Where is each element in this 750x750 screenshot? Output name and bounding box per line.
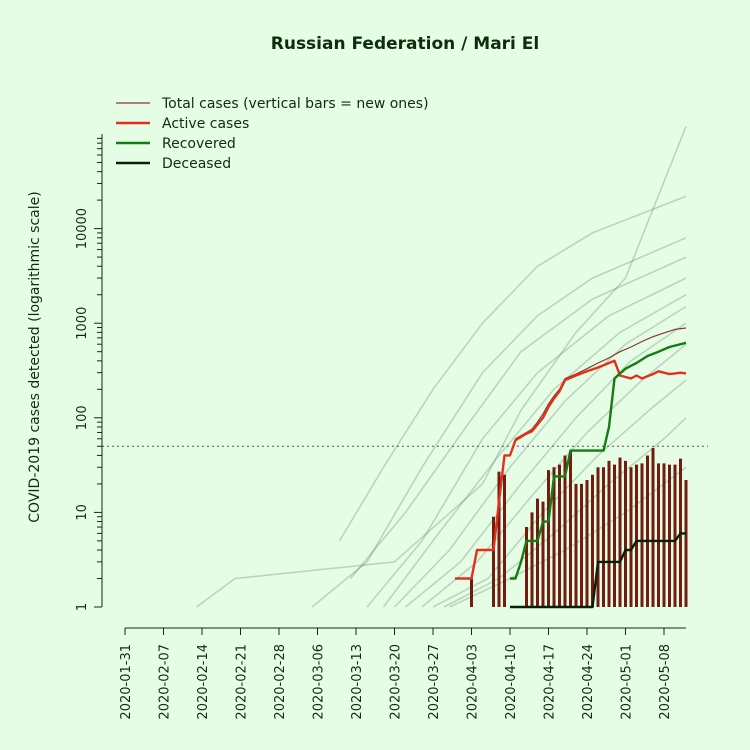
- background-regions: [196, 126, 687, 608]
- legend-label: Deceased: [162, 156, 231, 172]
- legend: Total cases (vertical bars = new ones) Ac…: [116, 96, 429, 172]
- series-lines: [455, 327, 687, 609]
- x-tick-label: 2020-02-28: [273, 644, 288, 720]
- background-region-line: [349, 256, 687, 580]
- x-tick-label: 2020-03-13: [350, 644, 365, 720]
- x-tick-label: 2020-03-20: [389, 644, 404, 720]
- series-line-recovered: [510, 341, 687, 580]
- x-tick-label: 2020-03-06: [312, 644, 327, 720]
- background-region-line: [421, 343, 687, 608]
- background-region-line: [196, 126, 687, 608]
- legend-label: Recovered: [162, 136, 236, 152]
- y-tick-label: 1: [75, 603, 90, 611]
- y-tick-label: 100: [75, 405, 90, 430]
- legend-label: Active cases: [162, 116, 249, 132]
- x-tick-label: 2020-05-01: [620, 644, 635, 720]
- series-line-active: [455, 359, 687, 580]
- background-region-line: [311, 237, 687, 608]
- x-tick-label: 2020-05-08: [658, 644, 673, 720]
- background-region-line: [393, 305, 687, 608]
- x-tick-label: 2020-04-17: [543, 644, 558, 720]
- chart-title: Russian Federation / Mari El: [271, 34, 540, 54]
- x-tick-label: 2020-04-03: [466, 644, 481, 720]
- y-axis: 1 10 100 1000 10000: [75, 134, 103, 611]
- x-tick-label: 2020-04-10: [504, 644, 519, 720]
- x-tick-label: 2020-03-27: [427, 644, 442, 720]
- y-tick-label: 1000: [75, 307, 90, 340]
- y-tick-label: 10000: [75, 208, 90, 249]
- y-axis-label: COVID-2019 cases detected (logarithmic s…: [27, 191, 43, 522]
- x-axis: 2020-01-31 2020-02-07 2020-02-14 2020-02-21…: [119, 627, 686, 720]
- series-line-deceased: [510, 532, 686, 609]
- legend-label: Total cases (vertical bars = new ones): [161, 96, 429, 112]
- x-tick-label: 2020-02-07: [158, 644, 173, 720]
- background-region-line: [338, 195, 687, 542]
- x-tick-label: 2020-02-14: [196, 644, 211, 720]
- x-tick-label: 2020-04-24: [581, 644, 596, 720]
- background-region-line: [382, 294, 687, 608]
- background-region-line: [366, 277, 687, 608]
- background-region-line: [404, 322, 687, 608]
- x-tick-label: 2020-01-31: [119, 644, 134, 720]
- y-tick-label: 10: [75, 504, 90, 521]
- x-tick-label: 2020-02-21: [235, 644, 250, 720]
